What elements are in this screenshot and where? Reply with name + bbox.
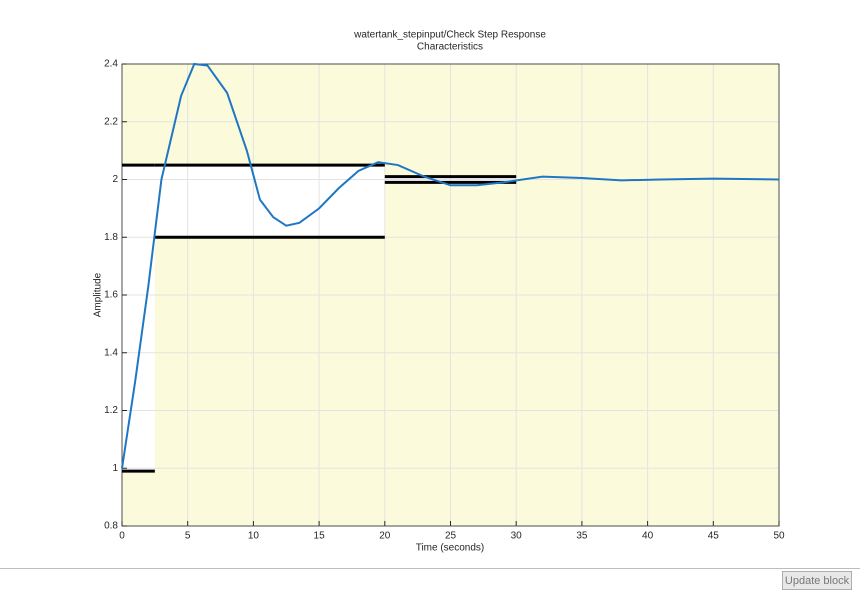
divider [0, 568, 860, 569]
y-tick-label: 2.4 [104, 59, 118, 70]
bound-region [154, 165, 385, 238]
x-tick-label: 0 [119, 531, 125, 542]
y-tick-label: 2.2 [104, 116, 118, 127]
x-tick-label: 15 [314, 531, 326, 542]
x-tick-label: 10 [248, 531, 260, 542]
y-tick-label: 2 [112, 174, 118, 185]
x-tick-label: 50 [773, 531, 785, 542]
response-line [121, 62, 780, 469]
y-tick-label: 1 [112, 463, 118, 474]
x-tick-label: 5 [185, 531, 191, 542]
bound-region [122, 165, 155, 472]
plot-frame [121, 63, 780, 527]
x-tick-label: 45 [708, 531, 720, 542]
y-tick-label: 1.6 [104, 290, 118, 301]
y-tick-label: 1.4 [104, 347, 118, 358]
x-tick-label: 40 [642, 531, 654, 542]
x-tick-label: 35 [576, 531, 588, 542]
y-axis-label: Amplitude [93, 272, 104, 317]
chart-title: watertank_stepinput/Check Step Response [353, 30, 546, 41]
chart: watertank_stepinput/Check Step Response … [93, 30, 785, 554]
update-button[interactable]: Update block [782, 571, 852, 590]
y-tick-label: 1.8 [104, 232, 118, 243]
x-axis-label: Time (seconds) [416, 543, 485, 554]
chart-title: Characteristics [417, 42, 483, 53]
y-tick-label: 0.8 [104, 521, 118, 532]
x-tick-label: 30 [511, 531, 523, 542]
x-tick-label: 20 [379, 531, 391, 542]
x-tick-label: 25 [445, 531, 457, 542]
y-tick-label: 1.2 [104, 405, 118, 416]
